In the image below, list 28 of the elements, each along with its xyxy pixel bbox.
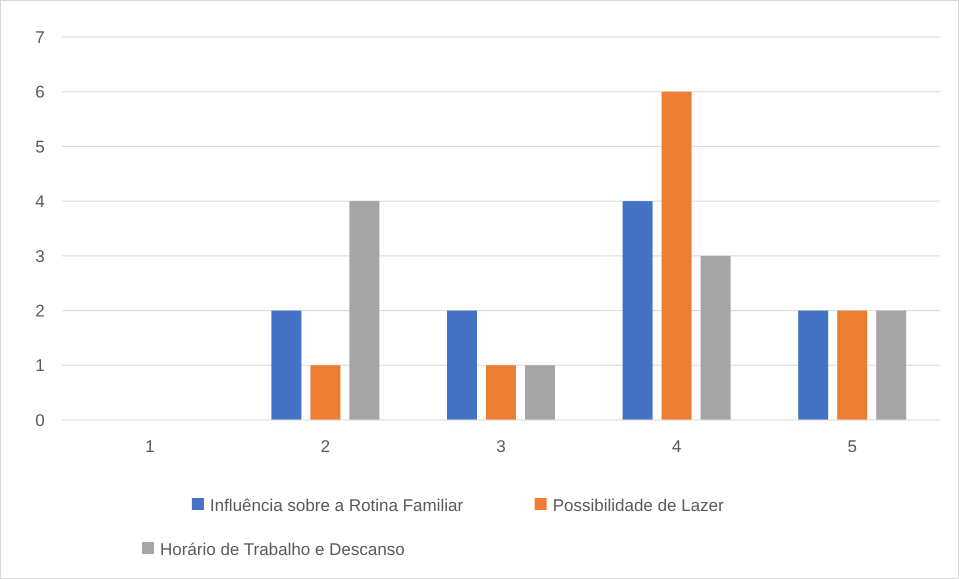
x-tick-label: 2 bbox=[320, 437, 330, 456]
legend-label: Influência sobre a Rotina Familiar bbox=[210, 496, 464, 515]
bar bbox=[271, 310, 302, 420]
x-tick-label: 1 bbox=[145, 437, 155, 456]
bar bbox=[525, 365, 555, 420]
y-tick-label: 6 bbox=[35, 82, 45, 102]
bar bbox=[447, 310, 477, 420]
bar bbox=[700, 256, 731, 420]
y-tick-label: 3 bbox=[35, 246, 45, 266]
y-tick-label: 0 bbox=[35, 410, 45, 430]
y-tick-label: 4 bbox=[35, 192, 45, 212]
legend-label: Horário de Trabalho e Descanso bbox=[160, 540, 405, 559]
y-tick-label: 2 bbox=[35, 302, 45, 321]
y-tick-label: 1 bbox=[35, 356, 45, 376]
bar bbox=[798, 310, 828, 420]
x-tick-label: 5 bbox=[847, 437, 857, 456]
legend-label: Possibilidade de Lazer bbox=[552, 496, 724, 515]
bar bbox=[310, 365, 340, 420]
bar bbox=[837, 310, 868, 420]
y-tick-label: 5 bbox=[35, 137, 45, 156]
bar bbox=[662, 92, 692, 420]
bar bbox=[486, 365, 516, 420]
y-tick-label: 7 bbox=[35, 28, 45, 47]
x-tick-label: 4 bbox=[672, 437, 682, 456]
bar bbox=[349, 201, 380, 420]
bar bbox=[876, 310, 906, 420]
x-tick-label: 3 bbox=[496, 437, 506, 456]
bar bbox=[622, 201, 653, 420]
